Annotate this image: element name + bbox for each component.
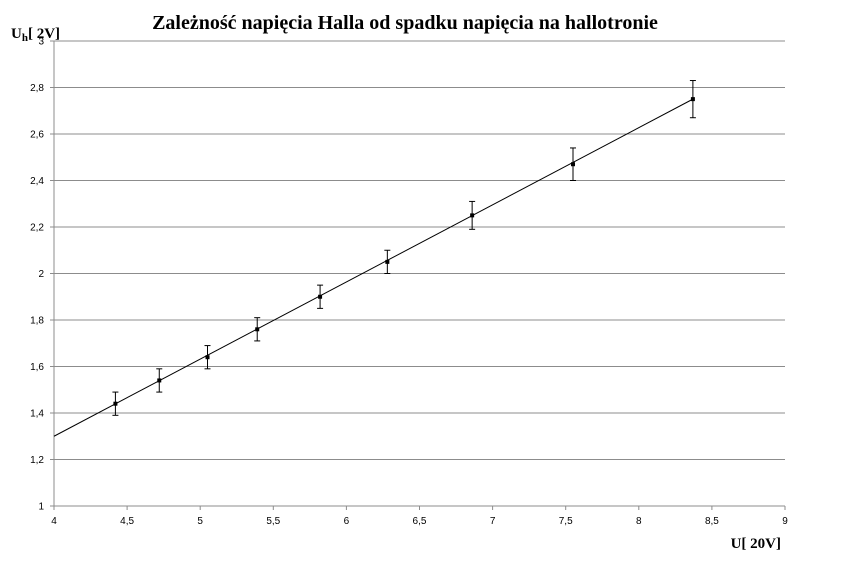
data-points [112, 80, 696, 416]
x-tick-label: 4 [51, 516, 57, 527]
y-tick-label: 2 [38, 269, 44, 280]
x-tick-label: 8,5 [705, 516, 719, 527]
point-marker [255, 327, 260, 332]
x-tick-label: 7,5 [559, 516, 573, 527]
point-marker [318, 294, 323, 299]
y-tick-labels: 1 1,2 1,4 1,6 1,8 2 2,2 2,4 2,6 2,8 3 [30, 37, 44, 513]
y-tick-label: 1 [38, 502, 44, 513]
data-point [204, 345, 211, 370]
y-tick-label: 2,4 [30, 176, 44, 187]
x-tick-label: 6 [344, 516, 350, 527]
y-tick-label: 1,6 [30, 362, 44, 373]
data-point [689, 80, 696, 119]
y-axis-label-subscript: h [22, 32, 28, 44]
y-tick-label: 3 [38, 37, 44, 48]
x-tick-label: 4,5 [120, 516, 134, 527]
data-point [112, 391, 119, 416]
y-tick-label: 1,4 [30, 409, 44, 420]
x-tick-label: 7 [490, 516, 496, 527]
x-axis-label: U[ 20V] [731, 536, 781, 552]
point-marker [470, 213, 475, 218]
trendline [53, 98, 694, 437]
y-axis-label-unit: [ 2V] [28, 26, 60, 42]
x-tick-label: 5 [197, 516, 203, 527]
y-axis-label: Uh[ 2V] [11, 26, 60, 44]
data-point [317, 284, 324, 309]
point-marker [690, 97, 695, 102]
trendline-group [53, 98, 694, 437]
point-marker [205, 355, 210, 360]
data-point [570, 147, 577, 181]
x-tick-label: 6,5 [413, 516, 427, 527]
grid-lines [54, 40, 785, 460]
y-tick-label: 2,8 [30, 83, 44, 94]
y-tick-label: 1,2 [30, 455, 44, 466]
x-tick-labels: 4 4,5 5 5,5 6 6,5 7 7,5 8 8,5 9 [51, 516, 788, 527]
data-point [384, 249, 391, 274]
x-tick-label: 9 [782, 516, 788, 527]
point-marker [113, 401, 118, 406]
x-tick-label: 5,5 [266, 516, 280, 527]
data-point [469, 200, 476, 230]
axes [50, 40, 786, 510]
y-tick-label: 2,6 [30, 130, 44, 141]
y-tick-label: 1,8 [30, 316, 44, 327]
data-point [254, 317, 261, 342]
y-tick-label: 2,2 [30, 223, 44, 234]
point-marker [385, 259, 390, 264]
chart-title: Zależność napięcia Halla od spadku napię… [152, 12, 658, 34]
data-point [156, 368, 163, 393]
point-marker [571, 162, 576, 167]
point-marker [157, 378, 162, 383]
y-axis-label-main: U [11, 26, 22, 42]
x-tick-label: 8 [636, 516, 642, 527]
